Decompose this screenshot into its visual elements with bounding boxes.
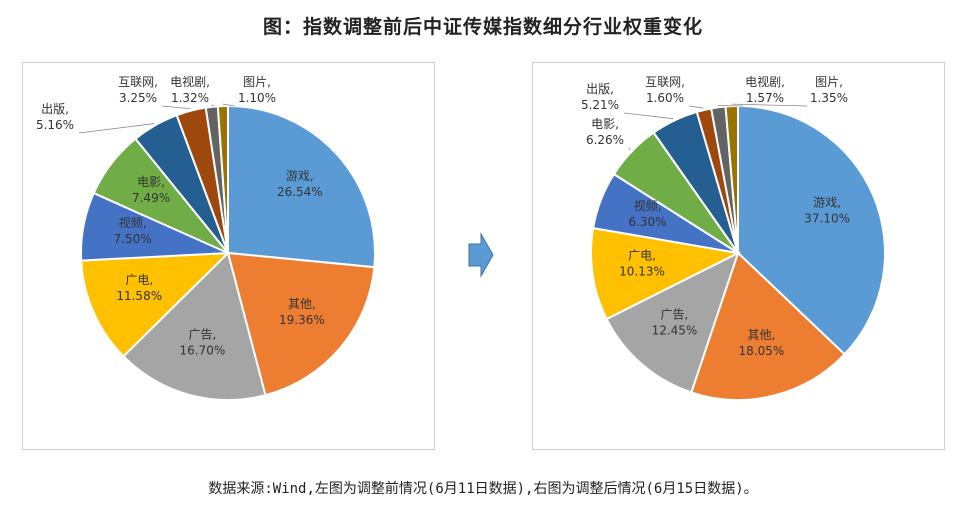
slice-value-label: 12.45% xyxy=(652,323,698,337)
slice-value-label: 7.49% xyxy=(132,191,170,205)
leader-line-8 xyxy=(211,104,215,107)
pie-slice-1 xyxy=(226,251,376,397)
slice-value-label: 1.10% xyxy=(238,91,276,105)
slice-label-1: 其他, 19.36% xyxy=(279,297,325,327)
slice-category-label: 出版, xyxy=(586,82,614,96)
slice-value-label: 7.50% xyxy=(114,232,152,246)
chart-panel-before: 游戏, 26.54% 其他, 19.36% 广告, 16.70% 广电, 11.58% 视频, 7… xyxy=(22,62,435,450)
slice-label-2: 广告, 16.70% xyxy=(180,328,226,358)
leader-line-7 xyxy=(161,105,191,110)
slice-label-9: 图片, 1.35% xyxy=(731,75,848,107)
slice-category-label: 游戏, xyxy=(813,196,841,210)
slice-value-label: 10.13% xyxy=(619,264,665,278)
slice-label-2: 广告, 12.45% xyxy=(652,307,698,337)
slice-label-4: 视频, 6.30% xyxy=(628,198,666,229)
slice-category-label: 视频, xyxy=(634,198,662,213)
slice-label-8: 电视剧, 1.32% xyxy=(170,74,215,107)
source-note: 数据来源:Wind,左图为调整前情况(6月11日数据),右图为调整后情况(6月1… xyxy=(208,481,758,497)
slice-value-label: 37.10% xyxy=(804,212,850,226)
slice-value-label: 6.26% xyxy=(586,133,624,147)
slice-category-label: 其他, xyxy=(748,328,776,342)
pie-slice-1 xyxy=(690,251,846,401)
slice-value-label: 5.16% xyxy=(36,118,74,132)
slice-value-label: 18.05% xyxy=(739,344,785,358)
slice-value-label: 1.57% xyxy=(746,91,784,105)
slice-category-label: 互联网, xyxy=(118,75,158,89)
slice-label-8: 电视剧, 1.57% xyxy=(718,74,785,107)
slice-label-3: 广电, 10.13% xyxy=(619,248,665,278)
slice-value-label: 3.25% xyxy=(119,91,157,105)
slice-category-label: 出版, xyxy=(41,102,69,116)
slice-label-3: 广电, 11.58% xyxy=(116,273,162,303)
slice-category-label: 其他, xyxy=(288,297,316,311)
slice-value-label: 11.58% xyxy=(116,289,162,303)
slice-category-label: 广告, xyxy=(661,307,689,321)
slice-category-label: 视频, xyxy=(119,215,147,230)
slice-label-5: 电影, 7.49% xyxy=(132,175,170,205)
slice-label-0: 游戏, 37.10% xyxy=(804,196,850,226)
slice-category-label: 广告, xyxy=(188,328,216,342)
slice-label-6: 出版, 5.21% xyxy=(581,82,674,120)
leader-line-7 xyxy=(688,105,704,109)
pie-chart-after: 游戏, 37.10% 其他, 18.05% 广告, 12.45% 广电, 10.13% 视频, 6… xyxy=(581,74,886,401)
pie-slice-3 xyxy=(80,251,231,358)
slice-category-label: 电视剧, xyxy=(745,74,785,89)
pie-slice-0 xyxy=(737,104,886,356)
slice-label-1: 其他, 18.05% xyxy=(739,328,785,358)
slice-category-label: 广电, xyxy=(125,273,153,287)
leader-line-9 xyxy=(731,103,808,107)
slice-category-label: 游戏, xyxy=(286,169,314,183)
slice-category-label: 广电, xyxy=(628,248,656,262)
slice-label-5: 电影, 6.26% xyxy=(586,117,631,151)
pie-slice-2 xyxy=(121,251,267,401)
pie-chart-before: 游戏, 26.54% 其他, 19.36% 广告, 16.70% 广电, 11.58% 视频, 7… xyxy=(36,74,376,401)
slice-label-6: 出版, 5.16% xyxy=(36,102,155,134)
leader-line-8 xyxy=(718,104,744,107)
slice-label-9: 图片, 1.10% xyxy=(222,75,276,107)
slice-category-label: 图片, xyxy=(243,75,271,89)
leader-line-6 xyxy=(623,112,674,120)
slice-label-4: 视频, 7.50% xyxy=(114,215,152,246)
slice-value-label: 5.21% xyxy=(581,98,619,112)
chart-panel-after: 游戏, 37.10% 其他, 18.05% 广告, 12.45% 广电, 10.13% 视频, 6… xyxy=(532,62,945,450)
slice-value-label: 16.70% xyxy=(180,344,226,358)
pie-slice-9 xyxy=(216,104,229,254)
slice-value-label: 1.32% xyxy=(171,91,209,105)
slice-value-label: 1.35% xyxy=(810,91,848,105)
slice-value-label: 26.54% xyxy=(277,185,323,199)
leader-line-9 xyxy=(222,103,236,107)
leader-line-6 xyxy=(78,123,155,134)
slice-category-label: 电视剧, xyxy=(170,74,210,89)
slice-category-label: 电影, xyxy=(137,175,165,189)
slice-label-7: 互联网, 3.25% xyxy=(118,75,191,110)
slice-value-label: 19.36% xyxy=(279,313,325,327)
slice-label-7: 互联网, 1.60% xyxy=(645,75,704,109)
figure-title: 图：指数调整前后中证传媒指数细分行业权重变化 xyxy=(262,16,703,38)
slice-label-0: 游戏, 26.54% xyxy=(277,169,323,199)
slice-category-label: 电影, xyxy=(591,117,619,131)
pie-slice-0 xyxy=(227,104,376,269)
pie-slice-2 xyxy=(605,251,740,394)
slice-category-label: 互联网, xyxy=(645,75,685,89)
pie-slice-3 xyxy=(590,226,742,321)
leader-line-5 xyxy=(628,147,631,151)
slice-value-label: 6.30% xyxy=(628,215,666,229)
slice-category-label: 图片, xyxy=(815,75,843,89)
slice-value-label: 1.60% xyxy=(646,91,684,105)
right-arrow-icon xyxy=(468,232,494,278)
